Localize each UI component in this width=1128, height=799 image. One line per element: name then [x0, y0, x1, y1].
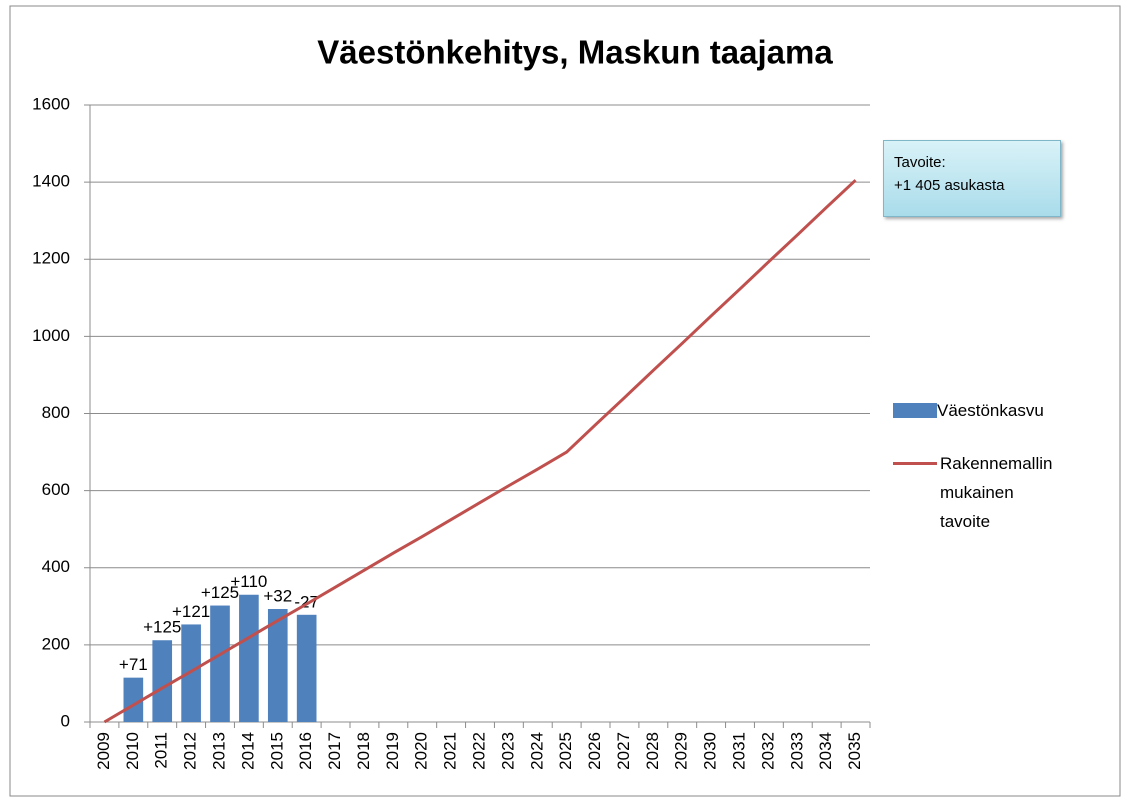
x-tick-label: 2035	[845, 732, 864, 770]
y-tick-label: 800	[42, 403, 70, 422]
bar	[152, 640, 173, 722]
bar-annotation: +121	[172, 602, 210, 621]
y-tick-label: 400	[42, 557, 70, 576]
x-tick-label: 2026	[585, 732, 604, 770]
x-tick-label: 2028	[643, 732, 662, 770]
x-tick-label: 2016	[296, 732, 315, 770]
x-tick-label: 2024	[527, 732, 546, 770]
bar	[267, 609, 288, 722]
bar	[296, 614, 317, 722]
legend-label: Rakennemallin mukainen tavoite	[940, 454, 1053, 531]
x-tick-label: 2022	[469, 732, 488, 770]
x-tick-label: 2018	[354, 732, 373, 770]
x-tick-label: 2031	[729, 732, 748, 770]
bar-annotation: +32	[263, 586, 292, 605]
x-tick-label: 2013	[209, 732, 228, 770]
legend-item: Väestönkasvu	[893, 396, 1063, 425]
bar-annotation: +71	[119, 655, 148, 674]
bar	[181, 624, 201, 722]
x-tick-label: 2034	[816, 732, 835, 770]
bar	[123, 677, 144, 722]
x-tick-label: 2017	[325, 732, 344, 770]
y-tick-label: 200	[42, 634, 70, 653]
x-tick-label: 2009	[94, 732, 113, 770]
bar-annotation: +125	[143, 618, 181, 637]
y-tick-label: 1400	[32, 172, 70, 191]
x-tick-label: 2029	[672, 732, 691, 770]
line	[103, 179, 857, 724]
x-tick-label: 2011	[152, 732, 171, 769]
x-tick-label: 2030	[701, 732, 720, 770]
x-tick-label: 2014	[238, 732, 257, 770]
y-tick-label: 1000	[32, 326, 70, 345]
chart-border	[9, 5, 1121, 797]
x-tick-label: 2019	[383, 732, 402, 770]
x-tick-label: 2021	[441, 732, 460, 770]
x-tick-label: 2012	[181, 732, 200, 770]
bar-annotation: +110	[230, 572, 267, 591]
x-tick-label: 2025	[556, 732, 575, 770]
x-tick-label: 2027	[614, 732, 633, 770]
legend-swatch	[893, 462, 937, 465]
x-tick-label: 2033	[787, 732, 806, 770]
annotation-box: Tavoite: +1 405 asukasta	[883, 140, 1061, 217]
bar	[239, 594, 259, 722]
y-tick-label: 1600	[32, 94, 70, 113]
x-tick-label: 2020	[412, 732, 431, 770]
bar-annotation: +125	[201, 583, 239, 602]
annotation-line: +1 405 asukasta	[894, 177, 1005, 194]
x-tick-label: 2032	[758, 732, 777, 770]
y-tick-label: 600	[42, 480, 70, 499]
legend-item: Rakennemallin mukainen tavoite	[893, 449, 1063, 536]
y-tick-label: 0	[61, 711, 70, 730]
bar	[210, 605, 230, 722]
legend-label: Väestönkasvu	[937, 401, 1044, 420]
x-tick-label: 2023	[498, 732, 517, 770]
x-tick-label: 2010	[123, 732, 142, 770]
legend-swatch	[893, 403, 937, 418]
annotation-line: Tavoite:	[894, 154, 946, 171]
x-tick-label: 2015	[267, 732, 286, 770]
y-tick-label: 1200	[32, 249, 70, 268]
chart-title: Väestönkehitys, Maskun taajama	[317, 34, 833, 71]
